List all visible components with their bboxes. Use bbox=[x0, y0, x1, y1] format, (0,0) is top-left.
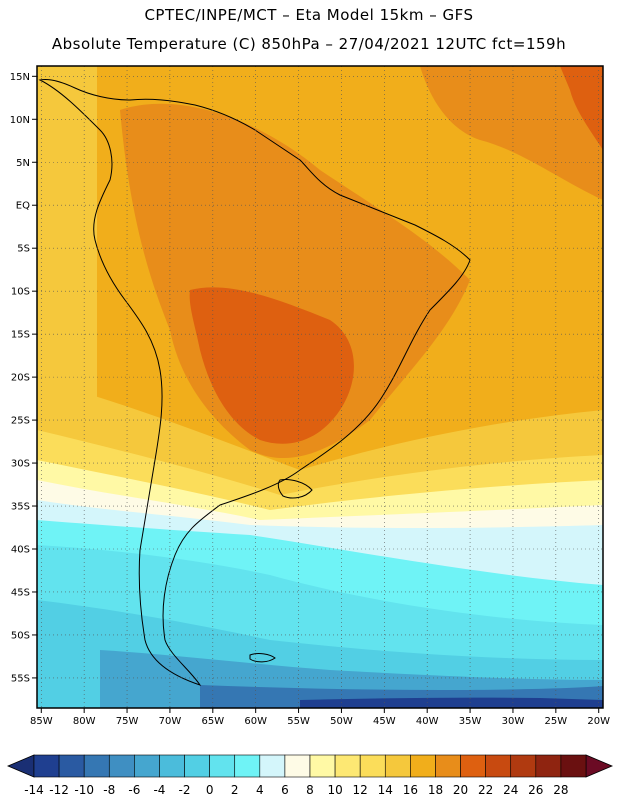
colorbar-tick-label: 14 bbox=[378, 783, 393, 797]
lon-tick-label: 45W bbox=[373, 716, 396, 727]
colorbar-swatch bbox=[159, 754, 185, 778]
colorbar-tick-label: 0 bbox=[206, 783, 214, 797]
colorbar-tick-label: 24 bbox=[503, 783, 518, 797]
colorbar-tick-label: -6 bbox=[128, 783, 140, 797]
lon-tick-label: 55W bbox=[287, 716, 310, 727]
lon-tick-label: 35W bbox=[459, 716, 482, 727]
colorbar-tick-label: -8 bbox=[103, 783, 115, 797]
lat-tick-label: 35S bbox=[11, 502, 30, 513]
lat-tick-label: 45S bbox=[11, 587, 30, 598]
lon-tick-label: 50W bbox=[330, 716, 353, 727]
colorbar-swatch bbox=[485, 754, 512, 778]
field-ne-warm bbox=[420, 66, 603, 200]
lon-tick-label: 60W bbox=[244, 716, 267, 727]
colorbar-swatch bbox=[435, 754, 461, 778]
lat-tick-label: 30S bbox=[11, 459, 30, 470]
colorbar bbox=[6, 754, 614, 778]
colorbar-tick-label: 8 bbox=[306, 783, 314, 797]
lat-tick-label: 50S bbox=[11, 630, 30, 641]
colorbar-tick-label: -14 bbox=[24, 783, 44, 797]
falklands-outline bbox=[249, 653, 276, 663]
colorbar-ticks: -14 -12 -10 -8 -6 -4 -2 0 2 4 6 8 10 12 14 16 18 20 22 24 26… bbox=[24, 783, 568, 797]
lon-tick-label: 80W bbox=[73, 716, 96, 727]
colorbar-tick-label: 28 bbox=[553, 783, 568, 797]
colorbar-swatch bbox=[58, 754, 85, 778]
lon-tick-label: 70W bbox=[159, 716, 182, 727]
lon-tick-label: 20W bbox=[587, 716, 610, 727]
colorbar-swatch bbox=[410, 754, 436, 778]
lat-tick-label: 15S bbox=[11, 330, 30, 341]
colorbar-swatch bbox=[33, 754, 60, 778]
colorbar-tick-label: 2 bbox=[231, 783, 239, 797]
lat-tick-label: 25S bbox=[11, 416, 30, 427]
lat-tick-label: 55S bbox=[11, 673, 30, 684]
colorbar-swatch bbox=[234, 754, 261, 778]
lat-tick-label: 5N bbox=[16, 158, 30, 169]
colorbar-tick-label: -2 bbox=[179, 783, 191, 797]
lat-tick-label: 20S bbox=[11, 373, 30, 384]
lon-tick-label: 85W bbox=[30, 716, 53, 727]
colorbar-swatch bbox=[460, 754, 486, 778]
colorbar-swatch bbox=[108, 754, 135, 778]
colorbar-swatch bbox=[184, 754, 210, 778]
colorbar-swatch bbox=[209, 754, 236, 778]
colorbar-swatch bbox=[535, 754, 562, 778]
colorbar-tick-label: 10 bbox=[327, 783, 342, 797]
colorbar-tick-label: 12 bbox=[353, 783, 368, 797]
colorbar-tick-label: 20 bbox=[453, 783, 468, 797]
colorbar-swatch bbox=[510, 754, 537, 778]
map-title-line1: CPTEC/INPE/MCT – Eta Model 15km – GFS bbox=[144, 6, 474, 24]
lat-tick-label: 40S bbox=[11, 545, 30, 556]
lon-tick-label: 75W bbox=[116, 716, 139, 727]
colorbar-low-arrow bbox=[6, 754, 35, 778]
colorbar-swatch bbox=[284, 754, 311, 778]
map-title-line2: Absolute Temperature (C) 850hPa – 27/04/… bbox=[51, 35, 567, 53]
colorbar-tick-label: 22 bbox=[478, 783, 493, 797]
colorbar-tick-label: -12 bbox=[49, 783, 69, 797]
colorbar-tick-label: -10 bbox=[74, 783, 94, 797]
colorbar-swatch bbox=[384, 754, 411, 778]
longitude-axis: 85W 80W 75W 70W 65W 60W 55W 50W 45W 40W 35W 30W 25W 2… bbox=[30, 708, 610, 727]
colorbar-swatch bbox=[334, 754, 361, 778]
colorbar-swatch bbox=[359, 754, 386, 778]
field-core-hot bbox=[189, 287, 354, 444]
colorbar-high-arrow bbox=[585, 754, 614, 778]
south-america-outline bbox=[38, 79, 471, 686]
colorbar-tick-label: 26 bbox=[528, 783, 543, 797]
colorbar-tick-label: 18 bbox=[428, 783, 443, 797]
colorbar-swatch bbox=[560, 754, 587, 778]
latitude-axis: 15N 10N 5N EQ 5S 10S 15S 20S 25S 30S 35S 40S 45S 50S 5… bbox=[10, 72, 37, 684]
colorbar-tick-label: -4 bbox=[153, 783, 165, 797]
lon-tick-label: 25W bbox=[545, 716, 568, 727]
colorbar-swatch bbox=[309, 754, 336, 778]
colorbar-swatch bbox=[134, 754, 160, 778]
lat-tick-label: 15N bbox=[10, 72, 30, 83]
colorbar-tick-label: 4 bbox=[256, 783, 264, 797]
colorbar-tick-label: 16 bbox=[403, 783, 418, 797]
lat-tick-label: 10N bbox=[10, 115, 30, 126]
colorbar-swatch bbox=[259, 754, 286, 778]
lon-tick-label: 65W bbox=[201, 716, 224, 727]
colorbar-swatch bbox=[83, 754, 110, 778]
lat-tick-label: 10S bbox=[11, 287, 30, 298]
colorbar-tick-label: 6 bbox=[281, 783, 289, 797]
field-ne-hot bbox=[560, 66, 603, 150]
field-band-m14 bbox=[300, 697, 603, 708]
map-frame bbox=[36, 65, 604, 709]
temperature-field bbox=[37, 66, 603, 708]
lat-tick-label: 5S bbox=[17, 244, 30, 255]
lat-tick-label: EQ bbox=[16, 201, 30, 212]
uruguay-lagoon-outline bbox=[277, 479, 313, 499]
lon-tick-label: 30W bbox=[502, 716, 525, 727]
lon-tick-label: 40W bbox=[416, 716, 439, 727]
